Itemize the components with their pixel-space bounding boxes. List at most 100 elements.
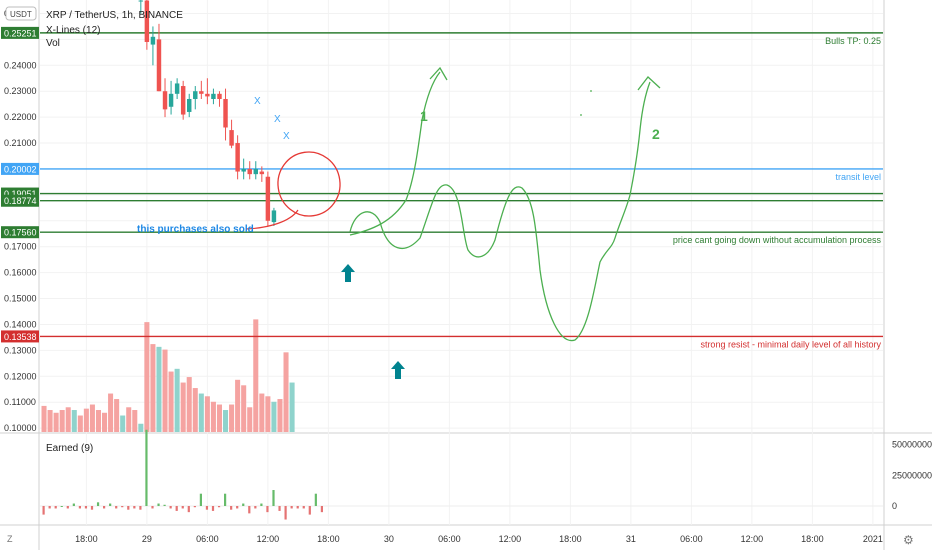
price-tick-label: 0.21000: [4, 138, 37, 148]
dot-marker: [580, 114, 582, 116]
volume-bar: [53, 412, 59, 432]
up-arrow-icon[interactable]: [391, 361, 405, 379]
earned-bar: [133, 506, 136, 509]
wave-path-2-drawing[interactable]: [349, 81, 651, 342]
time-tick-label: 29: [142, 534, 152, 544]
volume-bar: [174, 368, 180, 432]
earned-bar: [260, 503, 263, 506]
up-arrow-icon[interactable]: [341, 264, 355, 282]
wave-path-1-arrowhead: [429, 66, 448, 81]
level-price-tag[interactable]: [1, 26, 39, 39]
volume-bar: [204, 396, 210, 432]
candle-body: [247, 168, 252, 175]
volume-bar: [59, 410, 65, 432]
candle-body: [259, 171, 265, 175]
volume-bar: [216, 404, 222, 432]
candle-body: [223, 98, 228, 128]
volume-bar: [253, 319, 259, 432]
volume-bar: [150, 344, 156, 432]
wave-1-label: 1: [420, 108, 428, 124]
price-tick-label: 0.22000: [4, 112, 37, 122]
horizontal-levels[interactable]: 0.25251 Bulls TP: 0.25 0.20002 transit leve…: [1, 26, 883, 350]
price-tick-label: 0.13000: [4, 345, 37, 355]
level-note: price cant going down without accumulati…: [673, 235, 882, 245]
cross-mark: X: [274, 114, 281, 125]
earned-bar: [296, 506, 299, 509]
volume-bar: [198, 393, 204, 432]
level-price-label: 0.20002: [4, 164, 37, 174]
volume-bar: [289, 382, 295, 432]
level-price-tag[interactable]: [1, 226, 39, 239]
earned-tick-label: 50000000: [892, 440, 932, 450]
level-price-tag[interactable]: [1, 330, 39, 343]
candle-body: [229, 130, 234, 146]
volume-bar: [283, 352, 289, 432]
time-tick-label: 06:00: [680, 534, 703, 544]
earned-bar: [42, 506, 45, 515]
price-tick-label: 0.12000: [4, 371, 37, 381]
indicator-vol-label[interactable]: Vol: [46, 38, 60, 49]
settings-gear-icon[interactable]: ⚙: [903, 533, 914, 547]
earned-bar: [127, 506, 130, 510]
candle-body: [138, 0, 144, 2]
volume-bar: [210, 401, 216, 432]
earned-bar: [272, 490, 275, 506]
candle-body: [174, 83, 180, 94]
volume-bar: [83, 408, 89, 432]
volume-bar: [168, 371, 174, 432]
earned-bar: [115, 506, 118, 509]
price-tick-label: 0.10000: [4, 423, 37, 433]
earned-bar: [175, 506, 178, 511]
volume-bar: [229, 404, 235, 432]
earned-bars: [40, 429, 883, 520]
earned-bar: [90, 506, 94, 510]
candle-body: [205, 93, 210, 97]
earned-bar: [60, 506, 63, 507]
chart-legend: USDT XRP / TetherUS, 1h, BINANCE X-Lines…: [5, 6, 183, 454]
earned-bar: [109, 503, 112, 506]
earned-bar: [242, 503, 245, 506]
level-price-tag[interactable]: [1, 162, 39, 175]
earned-bar: [320, 506, 323, 513]
earned-bar: [169, 506, 172, 509]
volume-bar: [265, 396, 271, 432]
earned-bar: [308, 506, 311, 515]
price-tick-label: 0.15000: [4, 294, 37, 304]
level-note: strong resist - minimal daily level of a…: [700, 339, 881, 349]
currency-badge[interactable]: [5, 6, 37, 21]
time-tick-label: 31: [626, 534, 636, 544]
candle-body: [241, 168, 246, 172]
level-note: transit level: [835, 172, 881, 182]
earned-bar: [157, 503, 160, 506]
candle-body: [156, 39, 162, 92]
wave-path-2-arrowhead: [637, 76, 661, 91]
time-tick-label: 30: [384, 534, 394, 544]
candle-body: [265, 176, 271, 221]
earned-pane-label[interactable]: Earned (9): [46, 443, 93, 454]
purchases-circle-drawing[interactable]: [274, 148, 344, 220]
earned-bar: [199, 493, 202, 506]
price-tick-label: 0.11000: [4, 397, 36, 407]
level-price-tag[interactable]: [1, 194, 39, 207]
symbol-title[interactable]: XRP / TetherUS, 1h, BINANCE: [46, 10, 183, 21]
drawings[interactable]: 1 2 this purchases also sold X X X: [137, 66, 661, 379]
candles: [138, 0, 277, 226]
earned-bar: [248, 506, 251, 514]
time-tick-label: 12:00: [499, 534, 522, 544]
earned-bar: [254, 506, 257, 509]
price-tick-label: 0.23000: [4, 86, 37, 96]
timezone-button[interactable]: Z: [7, 534, 13, 544]
volume-bar: [223, 410, 229, 432]
earned-bar: [121, 506, 124, 508]
volume-bar: [95, 410, 101, 432]
volume-bar: [138, 423, 144, 432]
volume-bar: [192, 388, 198, 432]
candle-body: [193, 91, 198, 99]
volume-bar: [247, 407, 253, 432]
indicator-xlines-label[interactable]: X-Lines (12): [46, 25, 100, 36]
volume-bar: [126, 407, 132, 432]
earned-bar: [54, 506, 57, 509]
candle-body: [211, 93, 216, 99]
